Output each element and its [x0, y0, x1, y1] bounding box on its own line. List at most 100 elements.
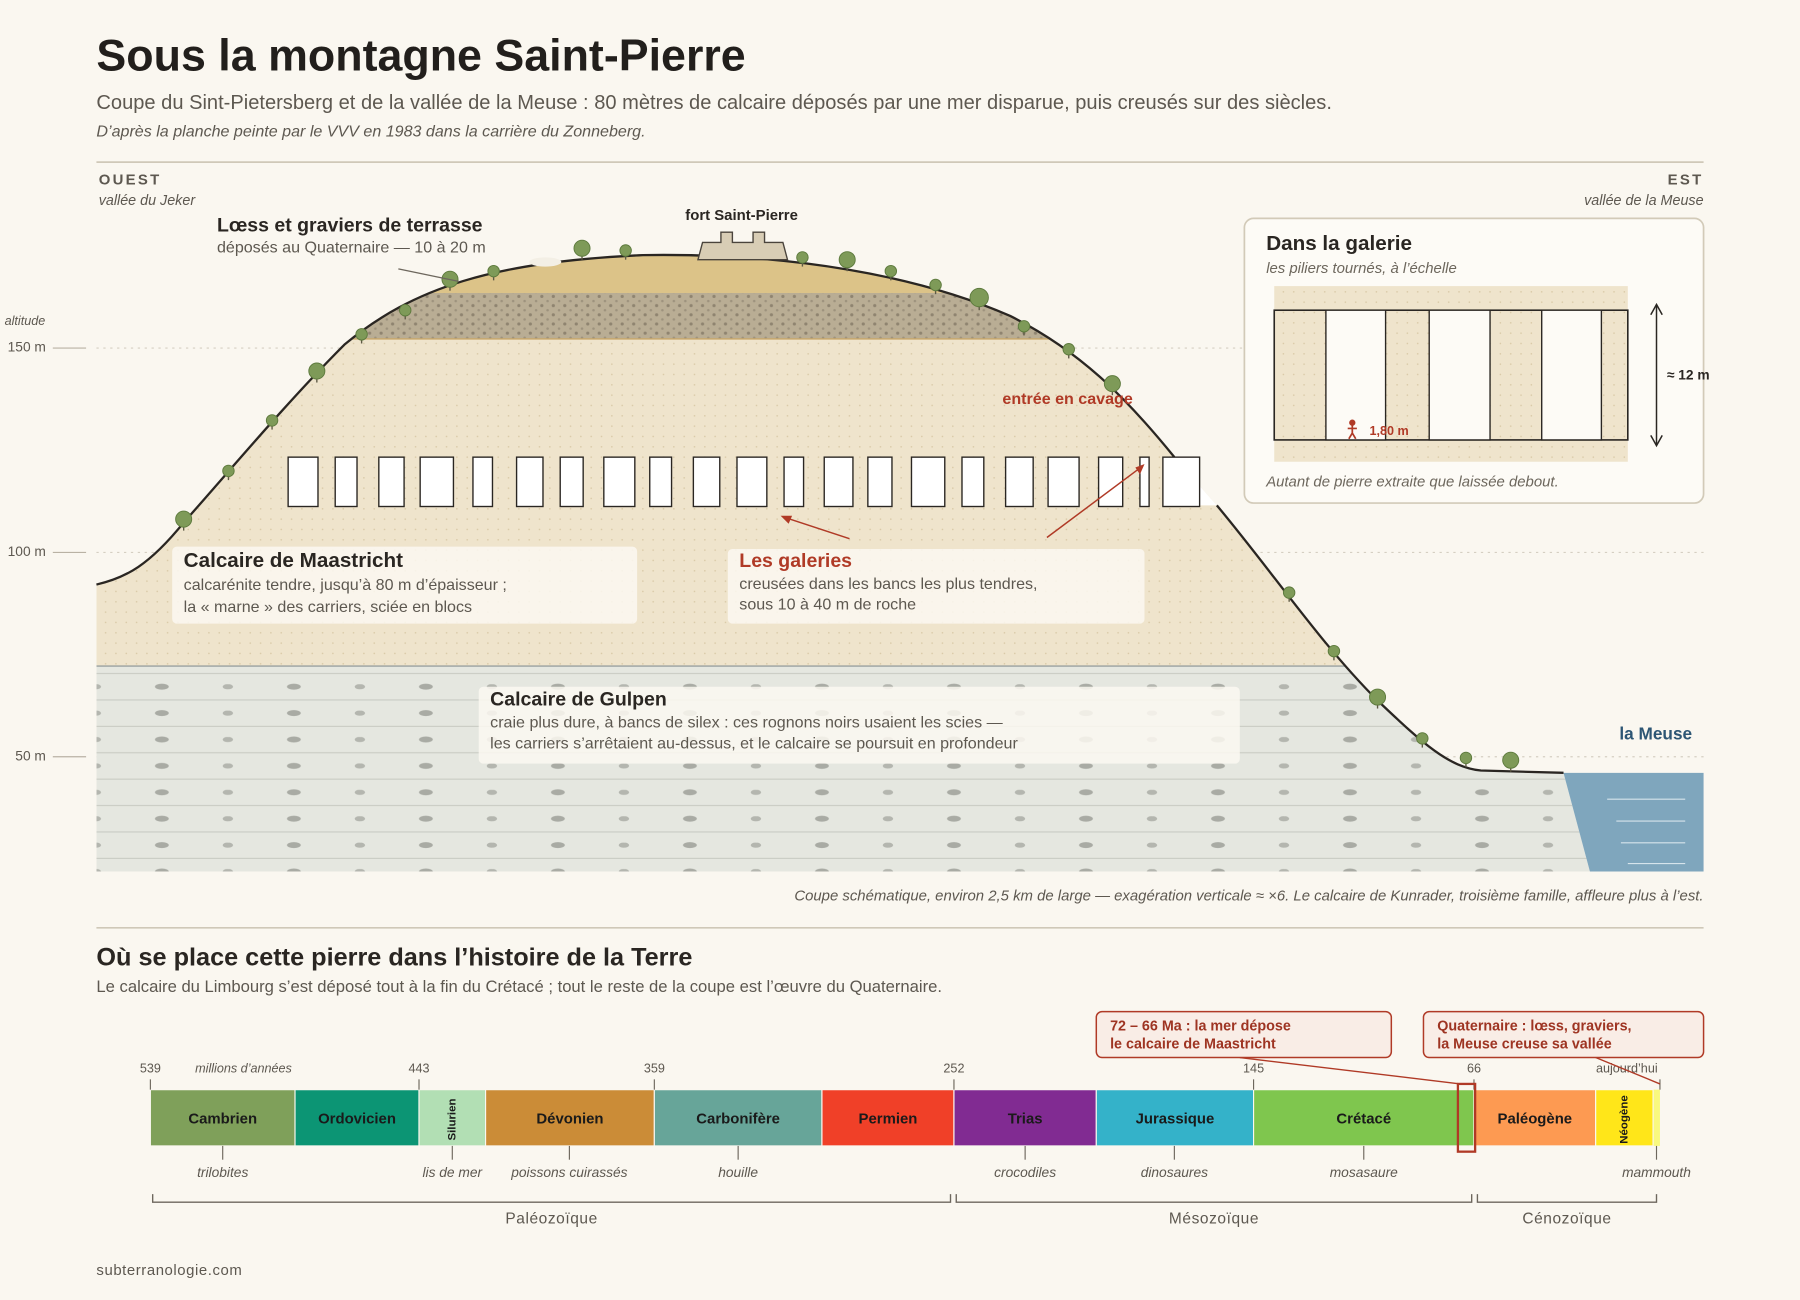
person-icon: [1347, 419, 1357, 440]
gallery-room: [1047, 456, 1080, 508]
cloud: [529, 257, 562, 267]
tree: [1062, 343, 1075, 356]
pointer: [782, 516, 850, 540]
period-label: Jurassique: [1136, 1110, 1215, 1127]
maastricht-text: calcarénite tendre, jusqu’à 80 m d’épais…: [184, 576, 507, 594]
subtitle: Coupe du Sint-Pietersberg et de la vallé…: [96, 92, 1331, 114]
period-block: [294, 1089, 420, 1147]
tree: [884, 264, 898, 278]
water-lines: [1607, 798, 1686, 865]
period-block: [1473, 1089, 1597, 1147]
highlight: [1456, 1082, 1477, 1153]
fort-icon: [697, 231, 789, 261]
pointer: [398, 268, 460, 283]
callout-text: le calcaire de Maastricht: [1110, 1037, 1276, 1053]
period-label: Permien: [859, 1110, 918, 1127]
fossil-label: crocodiles: [994, 1165, 1056, 1180]
gallery-room: [867, 456, 893, 508]
gallery-room: [910, 456, 946, 508]
period-label: Trias: [1008, 1110, 1043, 1127]
label-box: [727, 548, 1145, 624]
footer: subterranologie.com: [96, 1262, 242, 1279]
gallery-room: [961, 456, 985, 508]
arrow-heads: [1650, 302, 1663, 448]
callout-box: [1095, 1010, 1393, 1059]
gallery-room: [287, 456, 319, 508]
fossil-label: trilobites: [197, 1165, 248, 1180]
callout-text: 72 – 66 Ma : la mer dépose: [1110, 1018, 1291, 1034]
inset-panel: Dans la galerie les piliers tournés, à l’…: [1243, 217, 1710, 504]
inset-title: Dans la galerie: [1266, 232, 1412, 255]
period-block: [1095, 1089, 1255, 1147]
tree: [1459, 751, 1473, 765]
timeline-tick-label: 539: [140, 1061, 161, 1075]
callout-text: la Meuse creuse sa vallée: [1437, 1037, 1611, 1053]
tree: [1369, 688, 1387, 706]
pointer: [1046, 465, 1143, 539]
period-block: [653, 1089, 823, 1147]
gallery-room: [649, 456, 673, 508]
person-label: 1,80 m: [1370, 424, 1409, 438]
label-box: [478, 686, 1240, 764]
tree: [619, 244, 632, 257]
tree: [308, 362, 326, 380]
period-block: [953, 1089, 1097, 1147]
tree: [1017, 320, 1031, 333]
period-label: Dévonien: [536, 1110, 603, 1127]
gallery-room: [603, 456, 636, 508]
room: [1428, 309, 1491, 441]
gulpen-text: les carriers s’arrêtaient au-dessus, et …: [490, 734, 1018, 752]
altitude-tick-label: 150 m: [8, 340, 46, 355]
period-label: Crétacé: [1336, 1110, 1391, 1127]
era-label: Mésozoïque: [1169, 1210, 1259, 1227]
gulpen-title: Calcaire de Gulpen: [490, 689, 667, 711]
height-arrow: [1650, 302, 1663, 448]
timeline: Cambrien Ordovicien Silurien Dévonien Carbon…: [140, 1010, 1705, 1227]
fossil-label: lis de mer: [422, 1165, 483, 1180]
east-place: vallée de la Meuse: [1584, 193, 1704, 209]
section-subtitle: Le calcaire du Limbourg s’est déposé tou…: [96, 977, 942, 996]
section-title: Où se place cette pierre dans l’histoire…: [96, 943, 692, 971]
loess-title: Lœss et graviers de terrasse: [217, 215, 483, 237]
period-label: Paléogène: [1498, 1110, 1573, 1127]
inset-caption: Autant de pierre extraite que laissée de…: [1265, 473, 1559, 490]
river-label: la Meuse: [1619, 723, 1692, 743]
west-place: vallée du Jeker: [99, 193, 197, 209]
fossil-label: dinosaures: [1141, 1165, 1208, 1180]
fossil-label: mosasaure: [1330, 1165, 1398, 1180]
tree: [969, 287, 989, 308]
tree: [175, 510, 193, 528]
tree: [1416, 732, 1429, 745]
tree: [573, 239, 591, 257]
gallery-room: [736, 456, 768, 508]
section-caption: Coupe schématique, environ 2,5 km de lar…: [794, 888, 1703, 905]
fort-label: fort Saint-Pierre: [685, 207, 798, 224]
altitude-tick-label: 50 m: [15, 748, 46, 763]
gallery-room: [1162, 456, 1201, 508]
tree: [796, 251, 809, 264]
timeline-tick-label: aujourd’hui: [1596, 1061, 1658, 1075]
gallery-room: [559, 456, 584, 508]
altitude-tick-label: 100 m: [8, 544, 46, 559]
inset-subtitle: les piliers tournés, à l’échelle: [1266, 260, 1457, 277]
fossil-label: mammouth: [1622, 1165, 1691, 1180]
west-label: OUEST: [99, 171, 162, 188]
room: [1325, 309, 1387, 441]
tree: [355, 328, 368, 341]
tree: [265, 414, 279, 427]
gallery-room: [378, 456, 405, 508]
tree: [1502, 751, 1520, 769]
unit-label: millions d’années: [195, 1061, 292, 1075]
callout-box: [1422, 1010, 1705, 1059]
tree: [399, 304, 412, 317]
period-label: Silurien: [446, 1098, 458, 1140]
galleries-text: sous 10 à 40 m de roche: [739, 595, 916, 613]
galleries-title: Les galeries: [739, 550, 852, 572]
gallery-room: [783, 456, 805, 508]
timeline-tick-label: 443: [408, 1061, 429, 1075]
callout-line: [1239, 1056, 1461, 1085]
gallery-room: [823, 456, 854, 508]
